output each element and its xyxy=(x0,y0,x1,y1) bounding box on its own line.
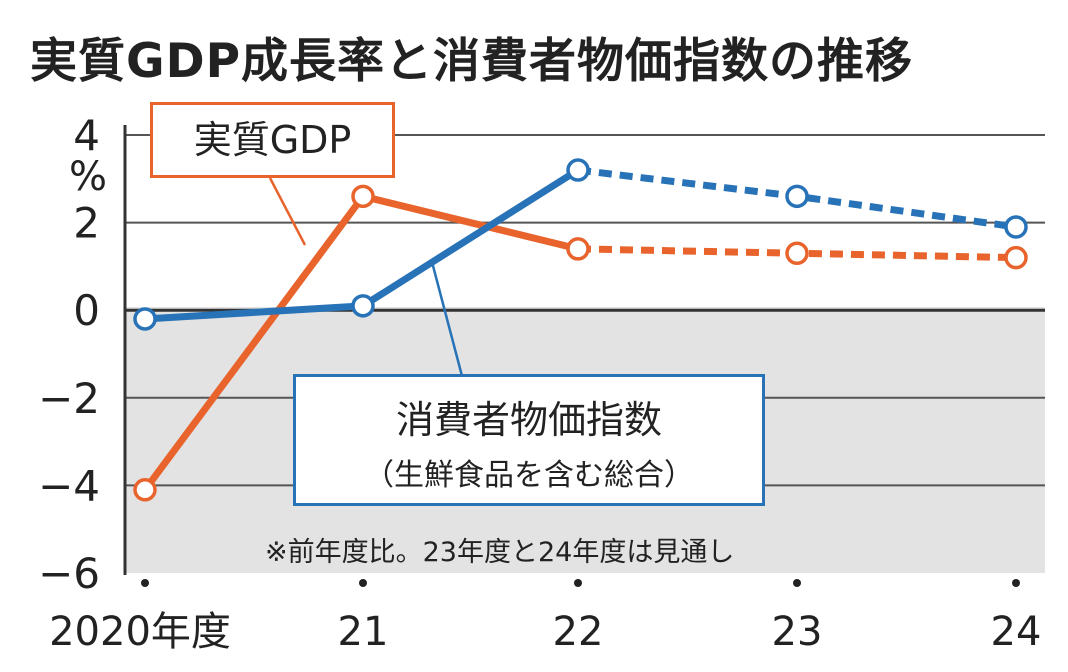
x-tick-labels: 2020年度 21 22 23 24 xyxy=(49,579,1041,655)
data-point-marker xyxy=(566,237,590,261)
y-tick-label: 2 xyxy=(73,199,100,248)
y-tick-label: 4 xyxy=(73,111,100,160)
y-tick-label: −6 xyxy=(38,549,100,598)
data-point-marker xyxy=(1004,215,1028,239)
x-tick-mark xyxy=(359,579,367,587)
data-point-marker xyxy=(351,184,375,209)
x-tick-mark xyxy=(141,579,149,587)
cpi-label-subtext: （生鮮食品を含む総合） xyxy=(364,458,694,493)
y-unit-label: % xyxy=(69,154,107,200)
series-lines xyxy=(133,158,1028,502)
y-tick-label: 0 xyxy=(73,286,100,335)
gdp-label-text: 実質GDP xyxy=(193,118,352,162)
data-point-marker xyxy=(566,158,590,182)
chart-note: ※前年度比。23年度と24年度は見通し xyxy=(265,537,735,568)
cpi-label-leader xyxy=(430,261,464,377)
data-point-marker xyxy=(785,184,809,209)
y-tick-labels: 4 2 0 −2 −4 −6 xyxy=(38,111,100,598)
gdp-label-leader xyxy=(268,177,307,246)
y-tick-label: −4 xyxy=(38,461,100,510)
x-tick-label: 2020年度 xyxy=(49,609,231,655)
cpi-label-text: 消費者物価指数 xyxy=(395,398,662,442)
x-tick-label: 22 xyxy=(553,609,604,655)
gdp-series-label: 実質GDP xyxy=(150,102,395,178)
y-tick-label: −2 xyxy=(38,374,100,423)
label-leaders xyxy=(268,177,464,377)
cpi-series-label: 消費者物価指数 （生鮮食品を含む総合） xyxy=(293,374,765,506)
data-point-marker xyxy=(133,478,157,502)
x-tick-label: 21 xyxy=(338,609,389,655)
data-point-marker xyxy=(351,294,375,318)
x-tick-mark xyxy=(1012,579,1020,587)
x-tick-mark xyxy=(793,579,801,587)
x-tick-mark xyxy=(574,579,582,587)
chart-title: 実質GDP成長率と消費者物価指数の推移 xyxy=(30,34,914,89)
data-point-marker xyxy=(133,307,157,331)
data-point-marker xyxy=(785,241,809,266)
data-point-marker xyxy=(1004,245,1028,270)
x-tick-label: 24 xyxy=(991,609,1042,655)
x-tick-label: 23 xyxy=(772,609,823,655)
